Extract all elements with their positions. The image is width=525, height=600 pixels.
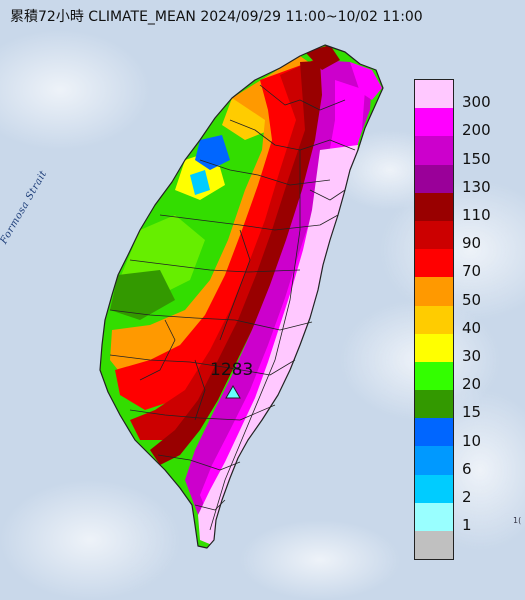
cloud-texture — [0, 30, 525, 600]
legend-label: 15 — [462, 403, 482, 422]
legend-label: 90 — [462, 234, 482, 253]
legend-label: 1 — [462, 516, 472, 535]
legend-swatch — [415, 164, 453, 193]
legend-swatch — [415, 390, 453, 419]
legend-label: 200 — [462, 121, 491, 140]
legend-swatch — [415, 277, 453, 306]
county-boundaries — [99, 44, 384, 549]
legend-swatch — [415, 249, 453, 278]
legend-swatch — [415, 474, 453, 503]
legend-swatch — [415, 361, 453, 391]
corner-mark: 1( — [513, 516, 522, 525]
legend-swatch — [415, 446, 453, 475]
legend-label: 30 — [462, 346, 482, 365]
legend-swatch — [415, 192, 453, 221]
legend-label: 300 — [462, 93, 491, 112]
legend-swatch — [415, 305, 453, 334]
legend-swatch — [415, 418, 453, 447]
map-title: 累積72小時 CLIMATE_MEAN 2024/09/29 11:00~10/… — [10, 9, 423, 25]
triangle-marker-icon — [225, 385, 241, 399]
legend-label: 10 — [462, 431, 482, 450]
legend-label: 20 — [462, 375, 482, 394]
legend-label: 130 — [462, 177, 491, 196]
legend-swatch — [415, 80, 453, 109]
legend-swatch — [415, 502, 453, 531]
legend-label: 2 — [462, 487, 472, 506]
legend-label: 6 — [462, 459, 472, 478]
legend-swatch — [415, 136, 453, 165]
legend-label: 150 — [462, 149, 491, 168]
rainfall-shading — [100, 45, 383, 548]
peak-rainfall-value: 1283 — [210, 360, 254, 380]
legend-swatch — [415, 333, 453, 362]
legend-label: 70 — [462, 262, 482, 281]
legend-swatch — [415, 108, 453, 137]
legend-swatch — [415, 531, 453, 560]
legend-label: 50 — [462, 290, 482, 309]
legend-swatch — [415, 220, 453, 250]
rainfall-legend — [414, 79, 454, 561]
legend-label: 110 — [462, 205, 491, 224]
legend-label: 40 — [462, 318, 482, 337]
